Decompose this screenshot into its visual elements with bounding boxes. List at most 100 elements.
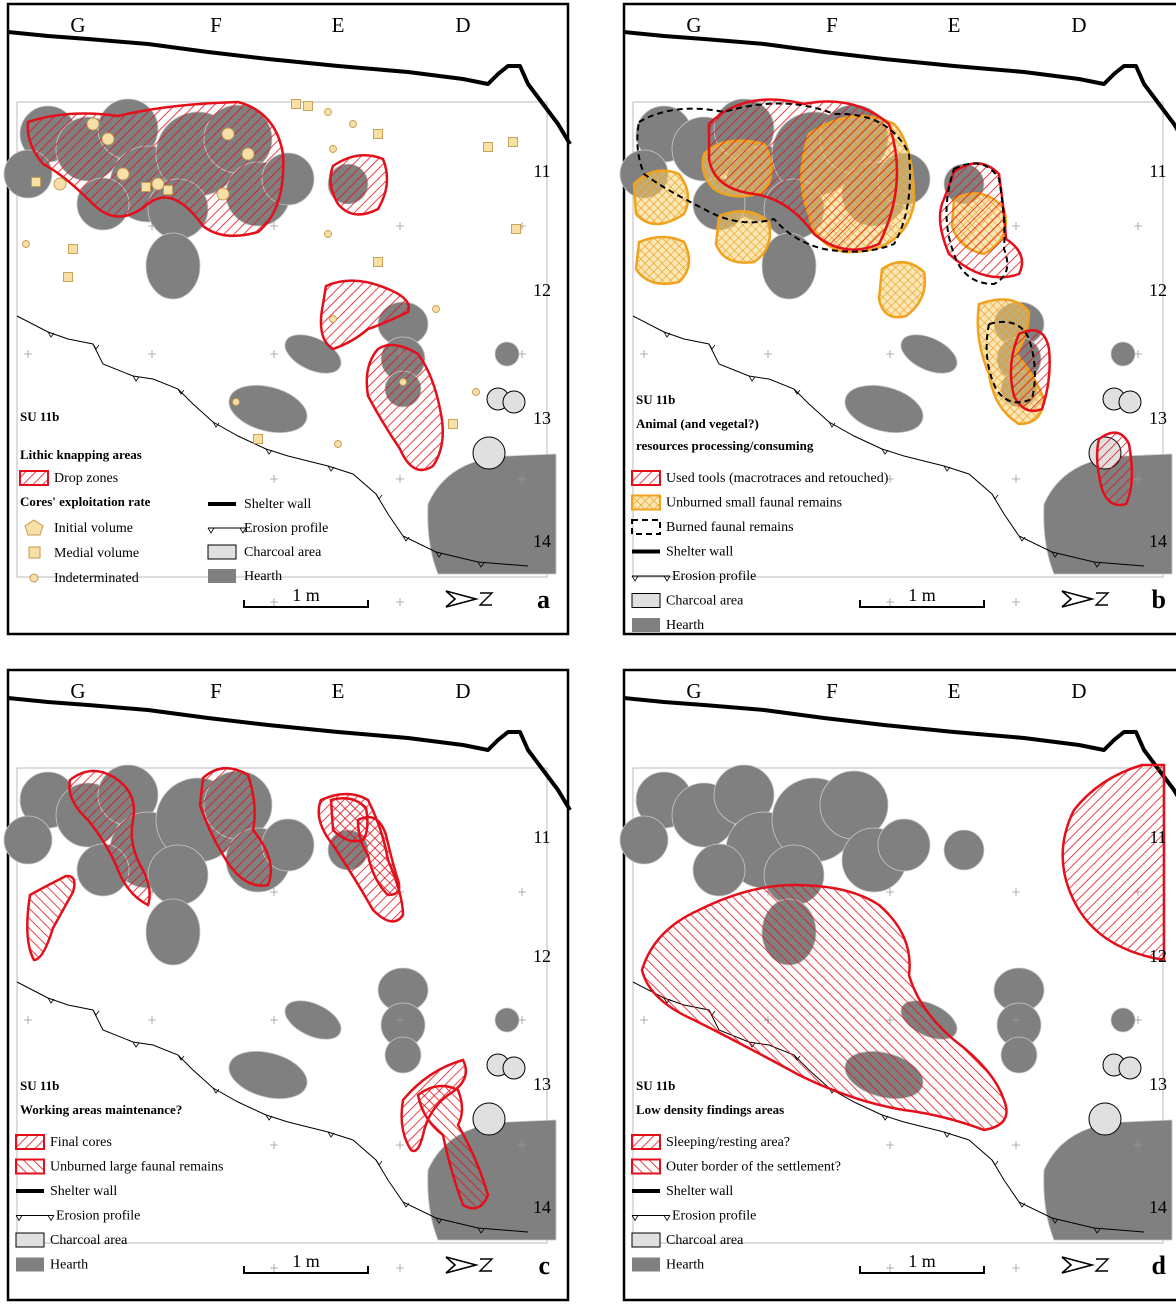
core-initial-marker — [116, 167, 130, 181]
column-label: G — [70, 679, 85, 703]
core-medial-marker — [303, 101, 313, 111]
final-cores-area — [68, 769, 151, 907]
legend-title: Low density findings areas — [636, 1102, 784, 1117]
scale-bar — [243, 1266, 369, 1274]
drop-zone — [329, 154, 389, 216]
unburned-large-faunal-remains — [26, 874, 76, 962]
row-label: 12 — [533, 280, 551, 300]
row-label: 14 — [533, 1197, 551, 1217]
north-arrow-icon — [445, 590, 480, 608]
core-initial-marker — [53, 177, 67, 191]
core-medial-marker — [511, 224, 521, 234]
swatch-hatch-red — [19, 470, 49, 486]
core-indeterminated-marker — [329, 145, 337, 153]
legend-label: Erosion profile — [56, 1209, 140, 1224]
panel-letter: d — [1152, 1251, 1167, 1280]
legend-label: Hearth — [666, 618, 704, 633]
row-label: 13 — [1149, 1074, 1167, 1094]
core-indeterminated-marker — [432, 305, 440, 313]
row-label: 14 — [1149, 1197, 1167, 1217]
panel-letter: c — [538, 1251, 550, 1280]
row-label: 11 — [533, 827, 550, 847]
core-medial-marker — [373, 129, 383, 139]
swatch-hatch-red — [631, 1134, 661, 1150]
core-medial-marker — [373, 257, 383, 267]
north-letter-icon — [1094, 1258, 1110, 1272]
used-tools-area — [1009, 329, 1051, 413]
core-medial-marker — [163, 185, 173, 195]
column-label: E — [948, 13, 961, 37]
panel-letter: a — [537, 585, 550, 614]
panel-letter: b — [1152, 585, 1166, 614]
swatch-hatch-red — [631, 470, 661, 486]
legend-title: Lithic knapping areas — [20, 447, 142, 462]
swatch-charcoal — [15, 1232, 45, 1248]
column-label: D — [1071, 13, 1086, 37]
column-label: G — [70, 13, 85, 37]
swatch-pentagon — [24, 519, 44, 536]
swatch-erosion-ticks — [15, 1215, 55, 1222]
core-indeterminated-marker — [334, 440, 342, 448]
legend-subtitle: Cores' exploitation rate — [20, 494, 151, 509]
column-label: G — [686, 13, 701, 37]
core-medial-marker — [253, 434, 263, 444]
scale-label: 1 m — [292, 1251, 320, 1271]
column-label: F — [210, 679, 222, 703]
swatch-cross-orange — [631, 494, 661, 511]
core-indeterminated-marker — [22, 240, 30, 248]
drop-zone — [319, 279, 411, 351]
column-label: F — [826, 679, 838, 703]
north-letter-icon — [478, 1258, 494, 1272]
row-label: 14 — [533, 531, 551, 551]
swatch-hatch-red-fwd — [15, 1158, 45, 1175]
su-label: SU 11b — [636, 392, 675, 407]
row-label: 11 — [1149, 827, 1166, 847]
legend-label: Outer border of the settlement? — [666, 1160, 841, 1175]
panel-d: G F E D 11 12 13 14 SU 11b Low density findings a… — [618, 668, 1176, 1302]
unburned-large-faunal-remains — [356, 815, 401, 897]
legend-title: Animal (and vegetal?) — [636, 416, 759, 431]
swatch-circle — [29, 573, 39, 583]
legend-label: Erosion profile — [244, 521, 328, 536]
core-indeterminated-marker — [349, 120, 357, 128]
column-label: F — [826, 13, 838, 37]
north-arrow-icon — [1061, 1256, 1096, 1274]
outer-border-settlement — [640, 883, 1008, 1132]
swatch-dashed — [631, 519, 661, 535]
legend-label: Charcoal area — [244, 545, 322, 560]
column-label: D — [455, 679, 470, 703]
row-label: 11 — [1149, 161, 1166, 181]
core-medial-marker — [63, 272, 73, 282]
legend-label: Shelter wall — [666, 1184, 733, 1199]
used-tools-area — [1095, 431, 1134, 507]
legend-label: Shelter wall — [244, 497, 311, 512]
core-medial-marker — [483, 142, 493, 152]
column-label: D — [1071, 679, 1086, 703]
legend-title: Working areas maintenance? — [20, 1102, 182, 1117]
scale-bar — [859, 1266, 985, 1274]
row-label: 13 — [533, 1074, 551, 1094]
legend-label: Initial volume — [54, 521, 133, 536]
core-medial-marker — [291, 99, 301, 109]
burned-faunal-remains — [945, 162, 1009, 286]
legend-label: Hearth — [50, 1258, 88, 1273]
swatch-charcoal — [207, 544, 237, 560]
panel-c: G F E D 11 12 13 14 SU 11b Working areas maintena… — [2, 668, 572, 1302]
swatch-hearth — [632, 1257, 660, 1272]
drop-zone — [26, 100, 285, 238]
swatch-charcoal — [631, 593, 661, 608]
legend-label: Charcoal area — [666, 594, 744, 609]
scale-label: 1 m — [908, 1251, 936, 1271]
core-medial-marker — [508, 137, 518, 147]
core-medial-marker — [31, 177, 41, 187]
core-indeterminated-marker — [472, 388, 480, 396]
column-label: D — [455, 13, 470, 37]
core-indeterminated-marker — [324, 108, 332, 116]
column-label: E — [948, 679, 961, 703]
legend-label: Shelter wall — [50, 1184, 117, 1199]
sleeping-resting-area — [1061, 763, 1166, 962]
final-cores-area — [198, 767, 273, 887]
unburned-large-faunal-remains — [416, 1084, 490, 1210]
column-label: F — [210, 13, 222, 37]
